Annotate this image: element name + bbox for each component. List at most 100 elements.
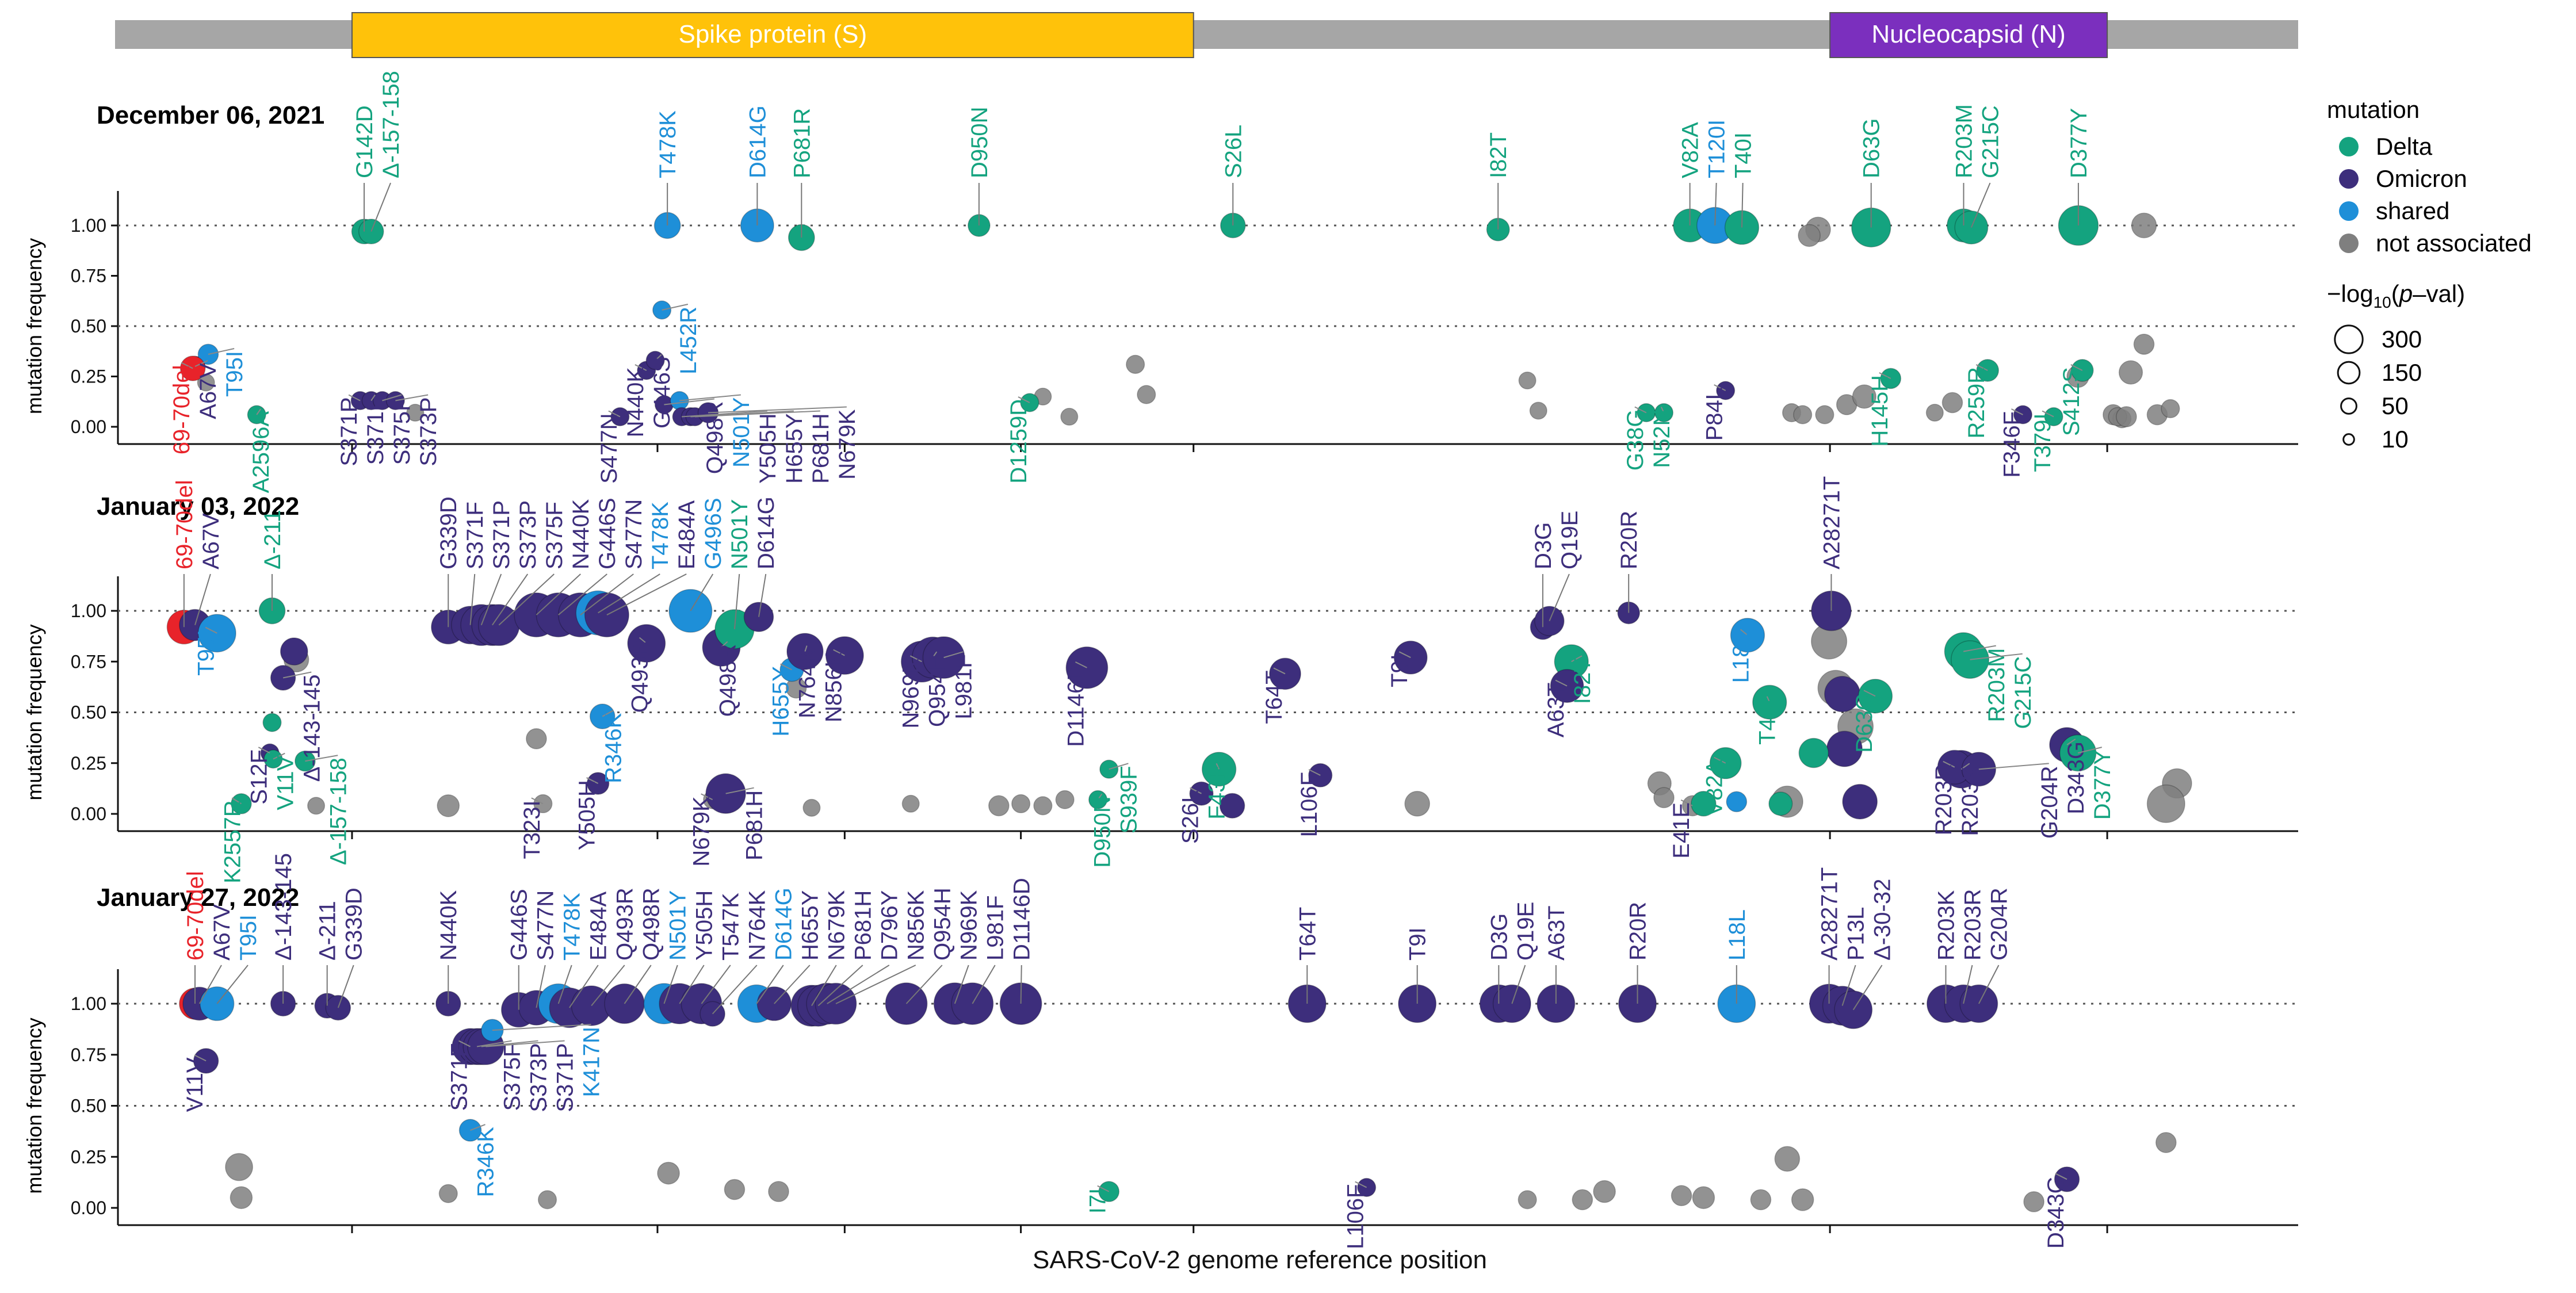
data-point bbox=[1941, 392, 1963, 414]
data-point bbox=[231, 793, 252, 814]
data-point bbox=[2116, 406, 2137, 427]
mutation-label: G446S bbox=[649, 357, 675, 429]
data-point bbox=[1768, 791, 1793, 816]
label-leader bbox=[1879, 372, 1891, 379]
mutation-label: S371F bbox=[363, 397, 388, 465]
label-leader bbox=[833, 649, 845, 656]
data-point bbox=[2146, 784, 2185, 823]
label-leader bbox=[1975, 364, 1988, 371]
mutation-label: S12F bbox=[246, 749, 272, 805]
mutation-label: R203R bbox=[1931, 764, 1956, 836]
data-point bbox=[802, 798, 821, 817]
mutation-label: Δ-211 bbox=[260, 510, 285, 569]
panel-title: December 06, 2021 bbox=[97, 101, 324, 129]
label-leader bbox=[598, 573, 660, 614]
spike-region bbox=[351, 12, 1194, 58]
label-leader bbox=[382, 394, 402, 401]
size-legend-title: −log10(p–val) bbox=[2327, 280, 2465, 311]
label-leader bbox=[701, 965, 731, 1004]
size-swatch bbox=[2340, 397, 2357, 415]
mutation-label: N764K bbox=[795, 648, 820, 718]
size-title-p: p bbox=[2398, 280, 2413, 307]
mutation-label: N440K bbox=[568, 499, 594, 569]
label-leader bbox=[1109, 763, 1129, 770]
nucleocapsid-region bbox=[1829, 12, 2108, 58]
panel-3: January 27, 2022 1.00 0.75 0.50 0.25 0.00 muta… bbox=[22, 853, 2298, 1249]
mutation-label: D950N bbox=[1090, 796, 1115, 868]
size-label: 50 bbox=[2382, 392, 2409, 419]
label-leader bbox=[972, 965, 996, 1004]
panel-title: January 03, 2022 bbox=[97, 492, 299, 521]
mutation-label: D1146D bbox=[1010, 878, 1035, 961]
label-leader bbox=[1097, 793, 1103, 800]
mutation-label: D614G bbox=[771, 887, 797, 961]
mutation-label: L106F bbox=[1343, 1184, 1369, 1249]
mutation-label: L106F bbox=[1297, 772, 1322, 837]
label-leader bbox=[1960, 763, 1970, 770]
y-tick-label: 0.25 bbox=[71, 753, 106, 774]
label-leader bbox=[774, 965, 811, 1004]
mutation-label: V82A bbox=[1702, 759, 1727, 816]
data-point bbox=[1691, 791, 1717, 817]
label-leader bbox=[469, 573, 476, 625]
y-tick-label: 0.00 bbox=[71, 1198, 106, 1218]
mutation-label: D614G bbox=[754, 496, 779, 569]
mutation-label: A28271T bbox=[1819, 476, 1844, 569]
mutation-label: L452R bbox=[676, 307, 701, 374]
mutation-label: S373P bbox=[526, 1043, 552, 1112]
size-swatch bbox=[2337, 361, 2361, 385]
label-leader bbox=[458, 1040, 471, 1047]
mutation-label: T547K bbox=[718, 893, 744, 961]
label-leader bbox=[1841, 965, 1856, 1006]
mutation-label: D614G bbox=[745, 105, 770, 178]
label-leader bbox=[1020, 965, 1022, 1004]
label-leader bbox=[725, 787, 754, 794]
label-leader bbox=[1018, 396, 1030, 403]
mutation-label: I82T bbox=[1486, 132, 1511, 178]
mutation-label: K417N bbox=[579, 1027, 605, 1097]
mutation-label: G215C bbox=[2011, 656, 2036, 729]
mutation-label: G204R bbox=[1986, 887, 2012, 961]
mutation-label: P681R bbox=[789, 108, 815, 178]
label-leader bbox=[256, 408, 261, 415]
label-leader bbox=[756, 965, 784, 1004]
panel-2: January 03, 2022 1.00 0.75 0.50 0.25 0.00 muta… bbox=[22, 476, 2298, 883]
label-leader bbox=[498, 573, 555, 626]
label-leader bbox=[586, 777, 599, 784]
size-swatch bbox=[2334, 324, 2364, 354]
mutation-label: L18L bbox=[1725, 909, 1750, 961]
genome-track: Spike protein (S) Nucleocapsid (N) bbox=[115, 12, 2298, 58]
label-leader bbox=[194, 360, 208, 367]
legend: mutation Delta Omicron shared not associated… bbox=[2327, 96, 2532, 453]
mutation-label: R203K bbox=[1958, 766, 1983, 836]
mutation-label: Δ-30-32 bbox=[1870, 879, 1895, 961]
label-leader bbox=[624, 965, 652, 1004]
label-leader bbox=[536, 965, 546, 1008]
label-leader bbox=[663, 965, 678, 1004]
label-leader bbox=[591, 965, 625, 1007]
size-label: 150 bbox=[2382, 359, 2422, 386]
data-point bbox=[1404, 791, 1430, 817]
label-leader bbox=[568, 965, 599, 1008]
data-point bbox=[1842, 783, 1878, 820]
mutation-label: N52N bbox=[1649, 410, 1675, 468]
mutation-label: T120I bbox=[1704, 120, 1730, 178]
data-point bbox=[2023, 1191, 2044, 1212]
mutation-label: A63T bbox=[1544, 905, 1569, 961]
label-leader bbox=[1634, 406, 1647, 414]
legend-swatch bbox=[2339, 234, 2359, 253]
mutation-label: R259R bbox=[1964, 367, 1989, 439]
mutation-label: I7I bbox=[1086, 1188, 1111, 1214]
mutation-label: N501Y bbox=[666, 890, 691, 961]
label-leader bbox=[2066, 739, 2076, 745]
mutation-label: T478K bbox=[655, 110, 681, 178]
label-leader bbox=[2042, 410, 2054, 418]
label-leader bbox=[476, 1040, 512, 1047]
mutation-label: Δ-157-158 bbox=[326, 758, 351, 865]
mutation-label: S375F bbox=[542, 502, 567, 569]
mutation-label: S477N bbox=[621, 499, 647, 569]
data-point bbox=[537, 1190, 557, 1210]
label-leader bbox=[694, 410, 820, 418]
size-swatch bbox=[2342, 433, 2355, 446]
mutation-label: D3G bbox=[1486, 913, 1512, 961]
